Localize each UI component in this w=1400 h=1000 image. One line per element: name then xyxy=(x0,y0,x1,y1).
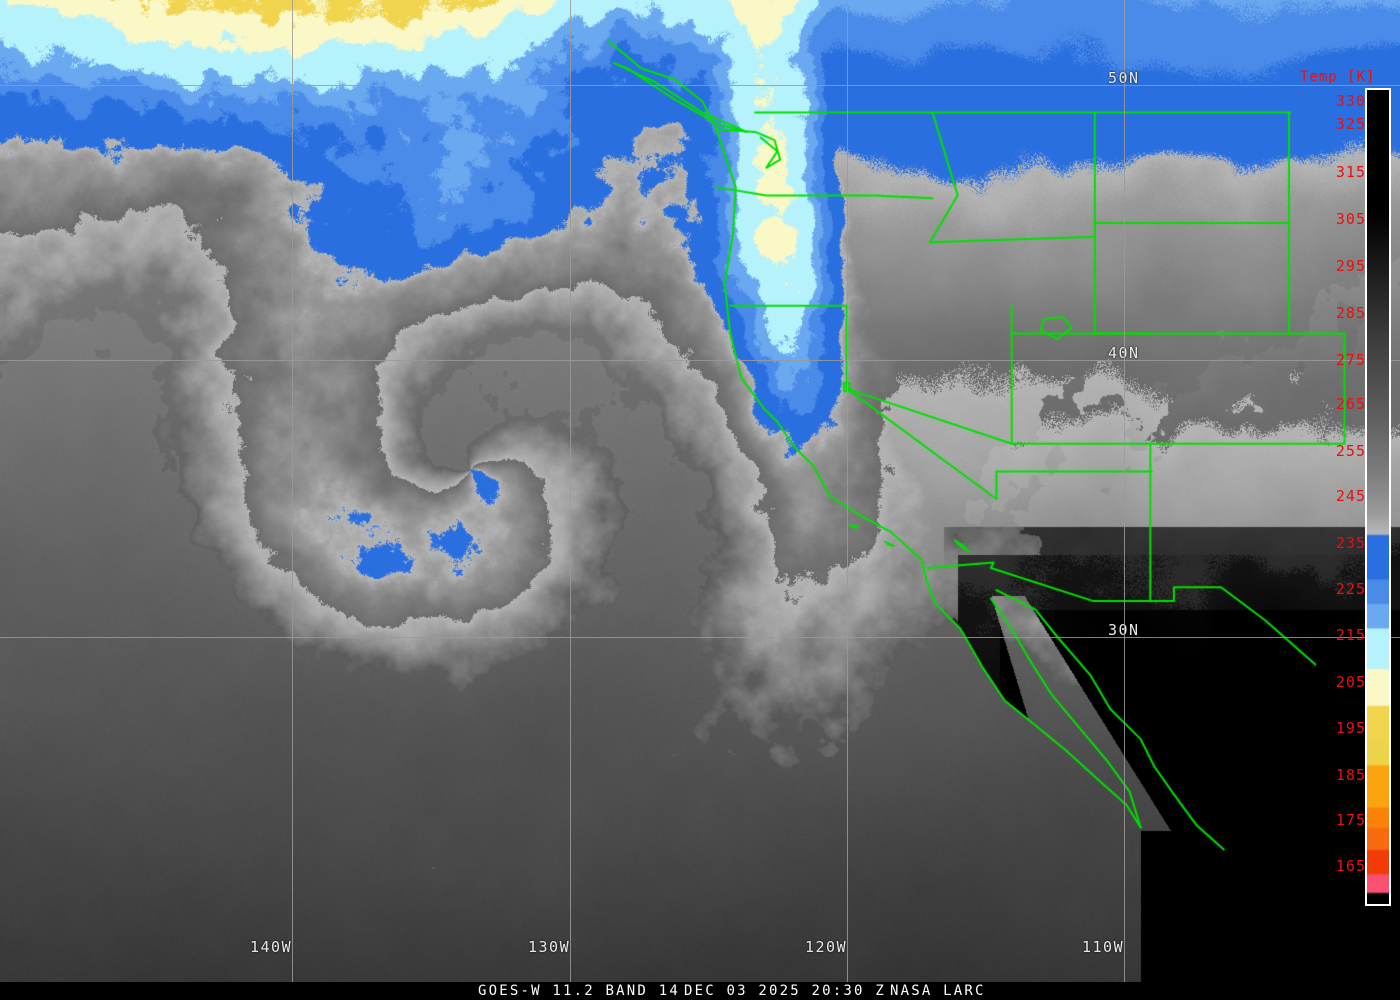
graticule-lat-line-30N xyxy=(0,637,1400,638)
graticule-lat-label-50N: 50N xyxy=(1108,69,1140,87)
graticule-lat-line-50N xyxy=(0,85,1400,86)
colorbar-tick-285: 285 xyxy=(1335,304,1366,322)
graticule-lat-label-40N: 40N xyxy=(1108,344,1140,362)
graticule-lon-label-110W: 110W xyxy=(1082,938,1125,956)
colorbar-tick-265: 265 xyxy=(1335,395,1366,413)
caption-organization: NASA LARC xyxy=(890,983,986,999)
graticule-lon-line-130W xyxy=(570,0,571,982)
colorbar-tick-295: 295 xyxy=(1335,257,1366,275)
colorbar-tick-305: 305 xyxy=(1335,210,1366,228)
colorbar-tick-185: 185 xyxy=(1335,766,1366,784)
colorbar-tick-205: 205 xyxy=(1335,673,1366,691)
caption-satellite-band: GOES-W 11.2 BAND 14 xyxy=(478,983,680,999)
graticule-lon-label-120W: 120W xyxy=(805,938,848,956)
colorbar-tick-235: 235 xyxy=(1335,534,1366,552)
colorbar-tick-165: 165 xyxy=(1335,857,1366,875)
graticule-lon-line-110W xyxy=(1124,0,1125,982)
colorbar-tick-330: 330 xyxy=(1335,92,1366,110)
graticule-lon-label-130W: 130W xyxy=(528,938,571,956)
graticule-lon-label-140W: 140W xyxy=(250,938,293,956)
colorbar-tick-255: 255 xyxy=(1335,442,1366,460)
caption-bar: GOES-W 11.2 BAND 14 DEC 03 2025 20:30 Z … xyxy=(0,982,1400,1000)
graticule-lon-line-140W xyxy=(292,0,293,982)
colorbar-tick-315: 315 xyxy=(1335,163,1366,181)
colorbar-tick-275: 275 xyxy=(1335,351,1366,369)
colorbar-tick-215: 215 xyxy=(1335,626,1366,644)
colorbar-tick-175: 175 xyxy=(1335,811,1366,829)
graticule-lat-line-40N xyxy=(0,360,1400,361)
colorbar-tick-325: 325 xyxy=(1335,115,1366,133)
graticule-lat-label-30N: 30N xyxy=(1108,621,1140,639)
temperature-colorbar xyxy=(1365,88,1391,906)
colorbar-gradient xyxy=(1367,90,1389,904)
graticule-lon-line-120W xyxy=(847,0,848,982)
colorbar-tick-195: 195 xyxy=(1335,719,1366,737)
colorbar-tick-225: 225 xyxy=(1335,580,1366,598)
colorbar-tick-245: 245 xyxy=(1335,487,1366,505)
colorbar-title: Temp [K] xyxy=(1300,69,1376,85)
caption-timestamp: DEC 03 2025 20:30 Z xyxy=(684,983,886,999)
